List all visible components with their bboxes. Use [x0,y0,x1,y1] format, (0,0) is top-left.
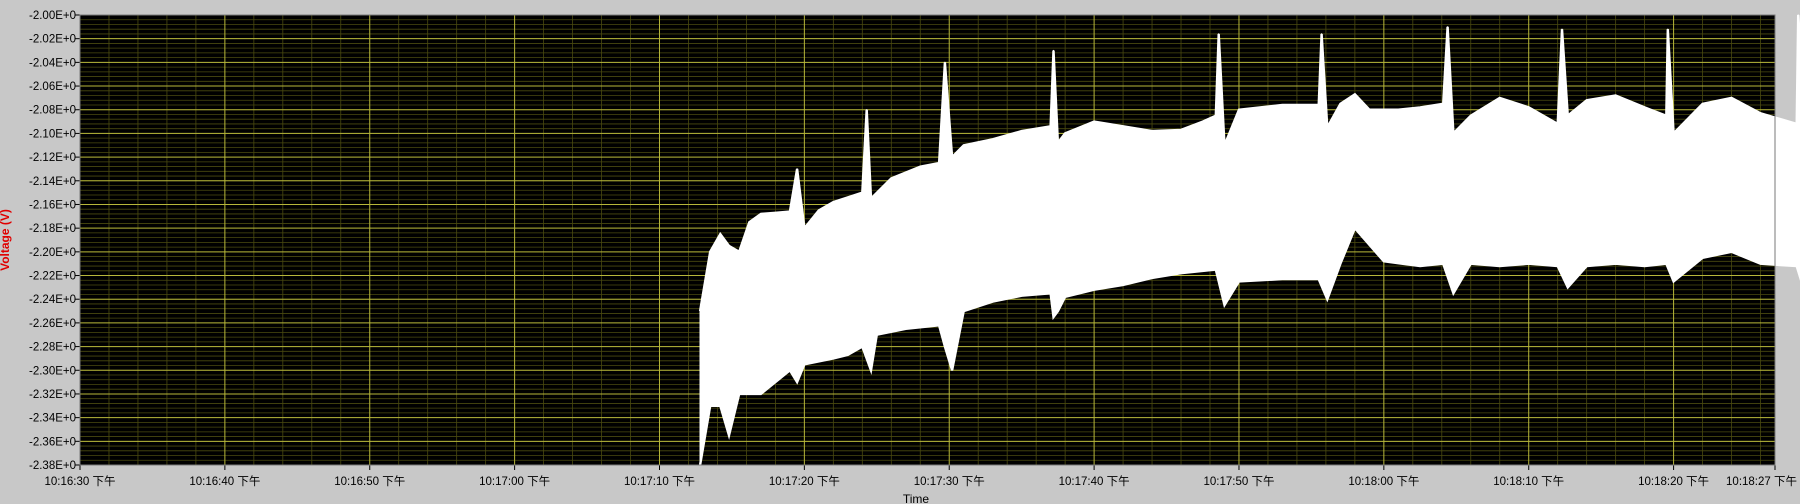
x-tick-label: 10:17:40 下午 [1059,475,1130,488]
y-tick-label: -2.12E+0 [29,152,76,164]
x-tick-label: 10:17:30 下午 [914,475,985,488]
y-tick-label: -2.22E+0 [29,271,76,283]
y-tick-label: -2.14E+0 [29,176,76,188]
x-tick-label: 10:17:20 下午 [769,475,840,488]
x-tick-label: 10:17:50 下午 [1203,475,1274,488]
y-tick-label: -2.10E+0 [29,128,76,140]
x-tick-label: 10:16:40 下午 [189,475,260,488]
y-tick-label: -2.08E+0 [29,105,76,117]
y-tick-label: -2.28E+0 [29,342,76,354]
series-0-upper-edge [698,14,1800,312]
x-tick-label: 10:18:00 下午 [1348,475,1419,488]
y-tick-label: -2.26E+0 [29,318,76,330]
y-tick-label: -2.32E+0 [29,389,76,401]
y-tick-label: -2.18E+0 [29,223,76,235]
y-tick-label: -2.30E+0 [29,365,76,377]
x-tick-label: 10:17:00 下午 [479,475,550,488]
y-tick-label: -2.00E+0 [29,10,76,22]
y-tick-label: -2.16E+0 [29,199,76,211]
x-tick-label: 10:16:30 下午 [45,475,116,488]
x-tick-label: 10:18:20 下午 [1638,475,1709,488]
y-tick-label: -2.04E+0 [29,57,76,69]
y-axis-ticks: -2.00E+0 -2.02E+0 -2.04E+0 -2.06E+0 -2.08E+0… [29,10,80,472]
x-tick-label: 10:17:10 下午 [624,475,695,488]
series-0-lower-edge [698,225,1800,466]
x-tick-label: 10:16:50 下午 [334,475,405,488]
y-tick-label: -2.36E+0 [29,436,76,448]
y-tick-label: -2.20E+0 [29,247,76,259]
y-tick-label: -2.02E+0 [29,34,76,46]
y-tick-label: -2.24E+0 [29,294,76,306]
data-layer [698,14,1800,466]
plot-border [79,14,1776,466]
x-axis-ticks: 10:16:30 下午 10:16:40 下午 10:16:50 下午 10:17:0… [45,465,1797,488]
x-axis-label: Time [903,492,930,504]
y-axis-label: Voltage (V) [0,209,12,271]
y-tick-label: -2.06E+0 [29,81,76,93]
x-tick-label: 10:18:10 下午 [1493,475,1564,488]
y-tick-label: -2.34E+0 [29,413,76,425]
y-tick-label: -2.38E+0 [29,460,76,472]
x-tick-label: 10:18:27 下午 [1726,475,1797,488]
